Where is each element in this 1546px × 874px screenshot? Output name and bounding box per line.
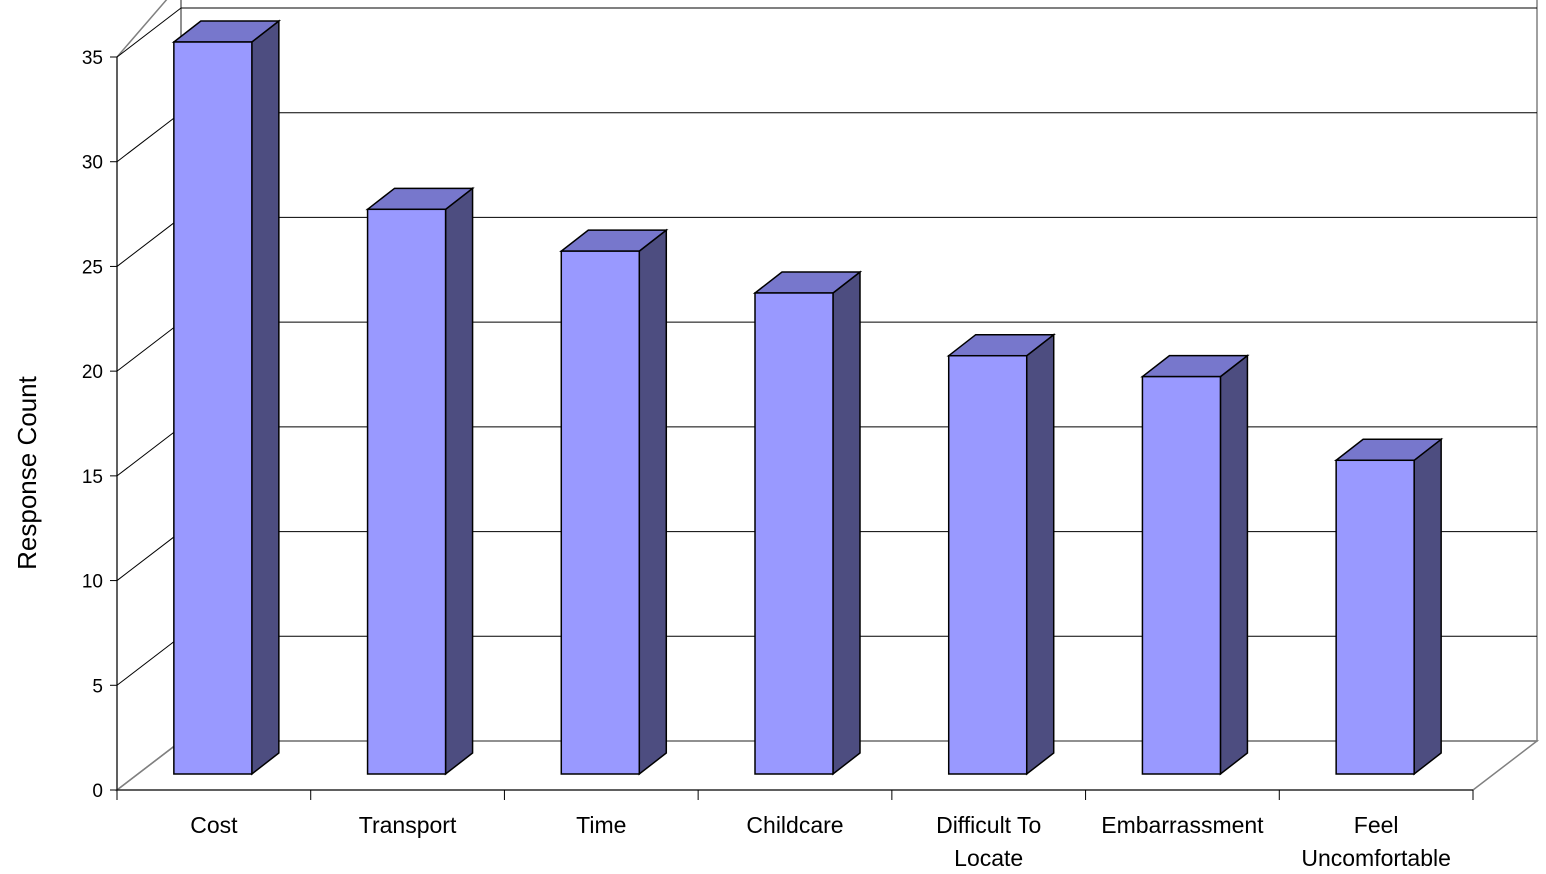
bar-front: [1335, 459, 1415, 775]
bar: [1140, 354, 1250, 776]
x-tick-label: Time: [576, 812, 626, 838]
bar-front: [366, 208, 447, 775]
y-tick-labels: 0 5 10 15 20 25 30 35: [82, 48, 103, 802]
bar-side: [1025, 333, 1055, 776]
bar-side: [444, 186, 474, 776]
bar: [1333, 437, 1444, 776]
y-tick-label: 15: [82, 467, 103, 488]
bar-front: [947, 354, 1028, 775]
bar: [365, 186, 475, 776]
x-tick-label: Difficult To Locate: [936, 812, 1041, 871]
y-tick-label: 35: [82, 48, 103, 69]
bar-side: [832, 270, 861, 776]
gridline-diagonal: [116, 635, 182, 686]
x-tick-labels: Cost Transport Time Childcare Difficult To Lo…: [190, 812, 1451, 871]
gridline-diagonal: [116, 426, 182, 477]
x-tick-label: Embarrassment: [1101, 812, 1264, 838]
bar: [946, 333, 1056, 776]
side-wall: [116, 0, 182, 792]
bar-side: [1413, 437, 1442, 776]
bar-front: [1141, 375, 1222, 775]
y-tick-label: 5: [92, 676, 103, 697]
x-tick-label: Feel Uncomfortable: [1301, 812, 1451, 871]
gridline-diagonal: [116, 112, 182, 163]
x-tick-label: Childcare: [746, 812, 843, 838]
y-axis-title: Response Count: [12, 375, 42, 569]
bar-front: [560, 250, 641, 775]
bar-front: [754, 292, 834, 775]
bars: [171, 19, 1444, 776]
y-tick-label: 0: [92, 781, 103, 802]
x-tick-label: Transport: [359, 812, 457, 838]
bar: [171, 19, 282, 776]
axes: [110, 56, 1474, 800]
gridline-diagonal: [116, 321, 182, 372]
y-tick-label: 10: [82, 572, 103, 593]
bar-side: [251, 19, 280, 776]
gridline-diagonal: [116, 217, 182, 267]
y-tick-label: 25: [82, 257, 103, 278]
bar-side: [638, 228, 668, 776]
y-tick-label: 20: [82, 362, 103, 383]
y-tick-label: 30: [82, 153, 103, 174]
bar-front: [173, 41, 253, 775]
x-tick-label: Cost: [190, 812, 238, 838]
bar: [752, 270, 863, 776]
gridline-diagonal: [116, 7, 182, 58]
gridline-diagonal: [116, 531, 182, 581]
bar-side: [1219, 354, 1249, 776]
bar: [559, 228, 669, 776]
